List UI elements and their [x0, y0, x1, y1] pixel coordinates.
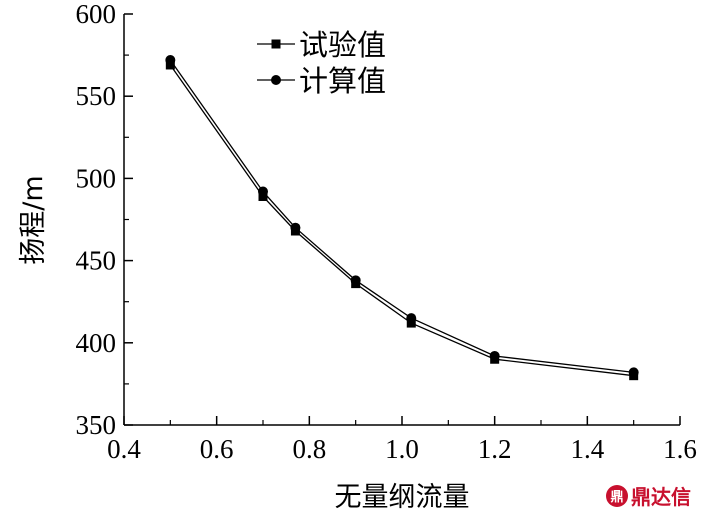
x-tick-label: 1.6 — [663, 434, 697, 464]
data-point — [406, 313, 417, 324]
y-tick-label: 400 — [76, 328, 117, 358]
y-tick-label: 550 — [76, 81, 117, 111]
x-tick-label: 0.4 — [107, 434, 141, 464]
x-tick-label: 0.8 — [292, 434, 326, 464]
data-point — [165, 55, 176, 66]
legend-item-2: 计算值 — [257, 64, 386, 98]
series-line — [169, 59, 634, 374]
data-point — [489, 350, 500, 361]
watermark-text: 鼎达信 — [631, 485, 691, 509]
y-tick-label: 500 — [76, 163, 117, 193]
series-2 — [165, 55, 639, 378]
y-tick-label: 450 — [76, 246, 117, 276]
legend-marker — [271, 75, 281, 85]
x-axis-label: 无量纲流量 — [335, 482, 470, 513]
y-tick-label: 600 — [76, 0, 117, 29]
x-tick-label: 1.4 — [570, 434, 604, 464]
data-point — [290, 222, 301, 233]
legend-label: 试验值 — [299, 28, 386, 62]
x-tick-label: 1.0 — [385, 434, 419, 464]
x-tick-label: 1.2 — [478, 434, 512, 464]
y-tick-label: 350 — [76, 410, 117, 440]
series-line — [169, 64, 634, 377]
logo-icon: 鼎 — [606, 484, 628, 507]
series-layer — [165, 55, 639, 381]
y-axis-label: 扬程/m — [18, 175, 49, 264]
data-point — [628, 367, 639, 378]
watermark: 鼎 鼎达信 — [606, 481, 691, 510]
series-1 — [165, 60, 639, 381]
axes: 0.4 0.6 0.8 1.0 1.2 1.4 1.6 350 400 450 500 550 600 — [76, 0, 697, 464]
legend-marker — [271, 39, 281, 49]
data-point — [258, 186, 268, 197]
data-point — [350, 275, 361, 286]
legend-label: 计算值 — [299, 64, 386, 98]
x-tick-label: 0.6 — [200, 434, 234, 464]
legend-item-1: 试验值 — [257, 28, 386, 62]
